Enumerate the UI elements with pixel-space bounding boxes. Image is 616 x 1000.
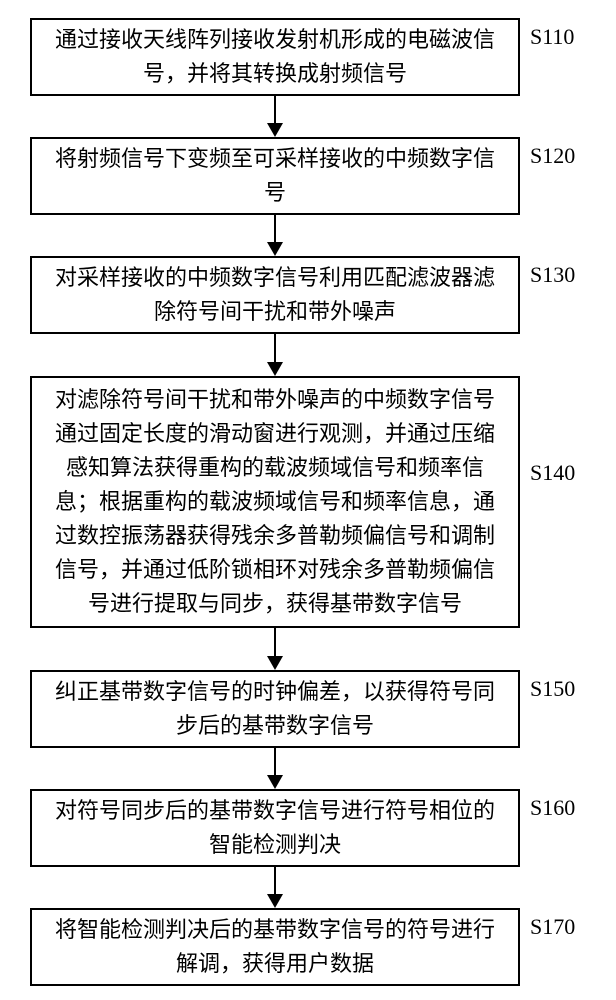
step-label-s120: S120 [530, 143, 575, 169]
arrow-line-2 [274, 334, 276, 362]
arrow-line-0 [274, 96, 276, 123]
arrow-head-5 [267, 894, 283, 908]
arrow-line-3 [274, 628, 276, 656]
arrow-head-4 [267, 775, 283, 789]
arrow-head-2 [267, 362, 283, 376]
flow-node-s160: 对符号同步后的基带数字信号进行符号相位的智能检测判决 [30, 789, 520, 867]
step-label-s110: S110 [530, 24, 574, 50]
step-label-s130: S130 [530, 262, 575, 288]
flow-node-text: 对符号同步后的基带数字信号进行符号相位的智能检测判决 [46, 794, 504, 862]
flow-node-text: 将智能检测判决后的基带数字信号的符号进行解调，获得用户数据 [46, 913, 504, 981]
flow-node-s130: 对采样接收的中频数字信号利用匹配滤波器滤除符号间干扰和带外噪声 [30, 256, 520, 334]
flow-node-text: 通过接收天线阵列接收发射机形成的电磁波信号，并将其转换成射频信号 [46, 23, 504, 91]
step-label-s170: S170 [530, 914, 575, 940]
flowchart-canvas: 通过接收天线阵列接收发射机形成的电磁波信号，并将其转换成射频信号 S110 将射频信… [0, 0, 616, 1000]
arrow-head-1 [267, 242, 283, 256]
flow-node-s120: 将射频信号下变频至可采样接收的中频数字信号 [30, 137, 520, 215]
step-label-s160: S160 [530, 795, 575, 821]
step-label-s150: S150 [530, 676, 575, 702]
arrow-line-5 [274, 867, 276, 894]
arrow-head-3 [267, 656, 283, 670]
flow-node-text: 对采样接收的中频数字信号利用匹配滤波器滤除符号间干扰和带外噪声 [46, 261, 504, 329]
flow-node-text: 纠正基带数字信号的时钟偏差，以获得符号同步后的基带数字信号 [46, 675, 504, 743]
arrow-line-1 [274, 215, 276, 242]
flow-node-text: 将射频信号下变频至可采样接收的中频数字信号 [46, 142, 504, 210]
flow-node-s140: 对滤除符号间干扰和带外噪声的中频数字信号通过固定长度的滑动窗进行观测，并通过压缩… [30, 376, 520, 628]
step-label-s140: S140 [530, 460, 575, 486]
arrow-head-0 [267, 123, 283, 137]
arrow-line-4 [274, 748, 276, 775]
flow-node-s150: 纠正基带数字信号的时钟偏差，以获得符号同步后的基带数字信号 [30, 670, 520, 748]
flow-node-text: 对滤除符号间干扰和带外噪声的中频数字信号通过固定长度的滑动窗进行观测，并通过压缩… [46, 383, 504, 622]
flow-node-s170: 将智能检测判决后的基带数字信号的符号进行解调，获得用户数据 [30, 908, 520, 986]
flow-node-s110: 通过接收天线阵列接收发射机形成的电磁波信号，并将其转换成射频信号 [30, 18, 520, 96]
